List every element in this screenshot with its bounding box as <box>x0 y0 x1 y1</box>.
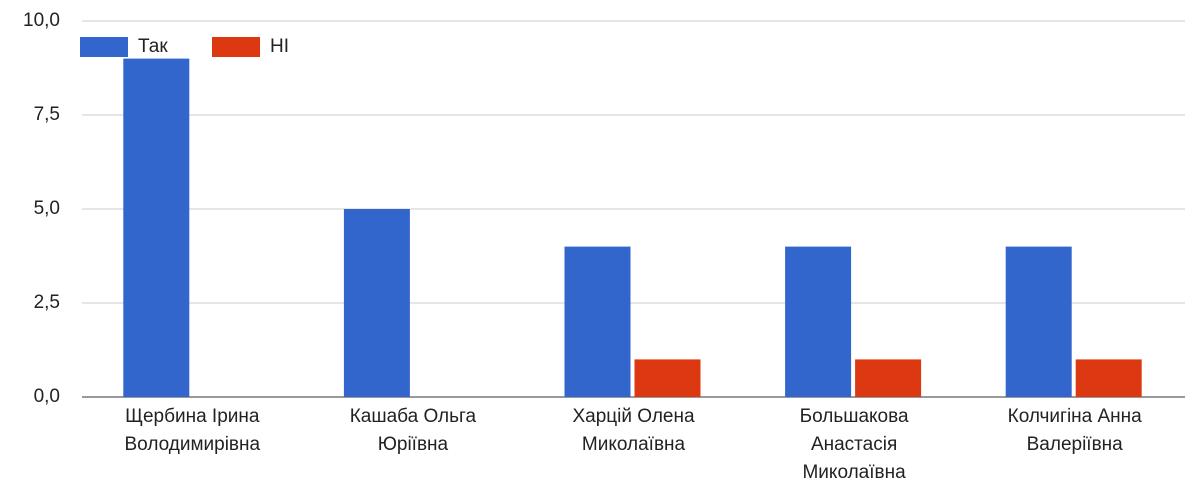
x-tick-label: Анастасія <box>811 434 897 455</box>
y-tick-label: 10,0 <box>23 10 60 31</box>
x-tick-label: Валеріївна <box>1027 434 1124 455</box>
y-tick-label: 5,0 <box>34 198 60 219</box>
legend-label: Так <box>138 36 168 57</box>
x-tick-label: Щербина Ірина <box>125 406 260 427</box>
x-tick-label: Миколаївна <box>802 462 906 483</box>
y-tick-label: 2,5 <box>34 292 60 313</box>
bar <box>123 58 190 397</box>
bar <box>1075 359 1142 397</box>
bar <box>343 209 410 397</box>
x-tick-label: Володимирівна <box>125 434 261 455</box>
x-tick-label: Миколаївна <box>582 434 686 455</box>
x-tick-label: Харцій Олена <box>572 406 695 427</box>
legend-swatch <box>212 37 260 57</box>
bar <box>1005 246 1072 397</box>
legend-label: НІ <box>270 36 289 57</box>
x-tick-label: Юріївна <box>378 434 449 455</box>
bar <box>785 246 852 397</box>
legend-swatch <box>80 37 128 57</box>
x-tick-label: Большакова <box>800 406 909 427</box>
bar <box>855 359 922 397</box>
x-tick-label: Кашаба Ольга <box>350 406 477 427</box>
y-tick-label: 7,5 <box>34 104 60 125</box>
bar <box>634 359 701 397</box>
x-tick-label: Колчигіна Анна <box>1008 406 1143 427</box>
bar <box>564 246 631 397</box>
y-tick-label: 0,0 <box>34 386 60 407</box>
